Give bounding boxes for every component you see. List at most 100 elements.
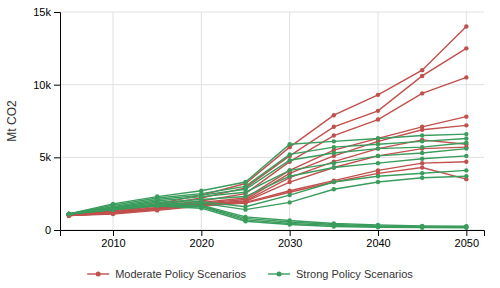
point [243,200,247,204]
point [243,194,247,198]
series [67,204,469,230]
point [376,93,380,97]
series [67,146,469,216]
tick-label: 2050 [455,237,479,249]
point [332,125,336,129]
point [376,154,380,158]
point [376,146,380,150]
series [67,203,469,229]
point [155,204,159,208]
tick-mark [54,157,60,158]
tick-label: 2020 [190,237,214,249]
point [376,154,380,158]
point [464,168,468,172]
point [67,212,71,216]
point [376,142,380,146]
line [69,156,467,214]
tick-label: 2040 [366,237,390,249]
series [67,202,469,228]
point [420,171,424,175]
series [67,138,469,218]
point [332,133,336,137]
point [67,212,71,216]
line [69,147,467,215]
point [287,158,291,162]
point [243,219,247,223]
point [464,46,468,50]
point [464,136,468,140]
grid-line [60,12,484,13]
tick-label: 0 [45,224,51,236]
tick: 0 [45,224,60,236]
chart: 2010202020302040205005k10k15kMt CO2Moder… [0,0,500,288]
grid-line [60,84,484,85]
series [67,136,469,216]
legend-label: Strong Policy Scenarios [296,268,413,280]
point [332,113,336,117]
point [155,208,159,212]
point [287,168,291,172]
point [111,207,115,211]
grid-line [113,12,114,230]
point [376,136,380,140]
tick-mark [290,230,291,236]
series [67,145,469,218]
point [464,146,468,150]
point [420,91,424,95]
axis-line [54,13,61,231]
series [67,165,469,217]
tick-label: 10k [33,79,51,91]
point [111,207,115,211]
point [332,151,336,155]
point [376,136,380,140]
point [67,212,71,216]
tick-mark [54,12,60,13]
line [69,143,467,214]
point [464,226,468,230]
line [69,77,467,214]
series [67,154,469,217]
tick-mark [54,230,60,231]
point [67,212,71,216]
line [69,27,467,214]
point [155,203,159,207]
line [69,206,467,228]
point [67,212,71,216]
point [420,74,424,78]
point [420,68,424,72]
line [69,138,467,214]
point [420,128,424,132]
point [67,212,71,216]
axis-line [61,231,485,237]
point [420,225,424,229]
point [420,165,424,169]
point [464,174,468,178]
point [376,117,380,121]
point [332,180,336,184]
point [155,203,159,207]
point [376,146,380,150]
point [376,174,380,178]
tick-mark [378,230,379,236]
point [67,212,71,216]
point [332,180,336,184]
point [332,224,336,228]
point [420,151,424,155]
y-axis: 0 5k 10k 15k [33,6,60,236]
point [376,225,380,229]
tick: 5k [39,151,60,163]
point [287,168,291,172]
tick: 15k [33,6,60,18]
grid-line [466,12,467,230]
tick: 10k [33,79,60,91]
series [67,174,469,216]
tick-mark [466,230,467,236]
tick-label: 2030 [278,237,302,249]
y-axis-title: Mt CO2 [5,100,19,142]
series [67,46,469,216]
tick: 2030 [278,230,302,249]
tick: 2050 [455,230,479,249]
point [464,75,468,79]
point [332,165,336,169]
point [332,145,336,149]
